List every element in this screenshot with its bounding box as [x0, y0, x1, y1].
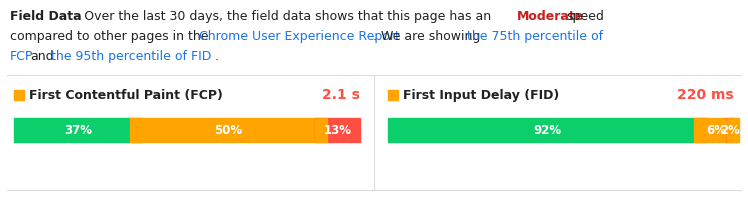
Bar [14, 90, 24, 100]
FancyBboxPatch shape [14, 118, 142, 142]
Bar [315, 118, 327, 142]
Text: FCP: FCP [10, 50, 34, 63]
Text: First Contentful Paint (FCP): First Contentful Paint (FCP) [29, 88, 223, 102]
Text: the 95th percentile of FID: the 95th percentile of FID [51, 50, 212, 63]
Bar [388, 90, 398, 100]
Text: 2.1 s: 2.1 s [322, 88, 360, 102]
Text: Chrome User Experience Report: Chrome User Experience Report [199, 30, 400, 43]
Text: compared to other pages in the: compared to other pages in the [10, 30, 209, 43]
Text: 13%: 13% [323, 123, 352, 136]
Bar [706, 118, 727, 142]
FancyBboxPatch shape [722, 118, 739, 142]
Text: the 75th percentile of: the 75th percentile of [467, 30, 603, 43]
Text: . We are showing: . We are showing [373, 30, 480, 43]
Bar [727, 118, 739, 142]
Text: 220 ms: 220 ms [678, 88, 734, 102]
Bar [388, 118, 706, 142]
Bar [142, 118, 315, 142]
Text: Moderate: Moderate [517, 10, 584, 23]
Text: First Input Delay (FID): First Input Delay (FID) [403, 88, 560, 102]
Bar [14, 118, 142, 142]
Text: Field Data: Field Data [10, 10, 82, 23]
FancyBboxPatch shape [388, 118, 706, 142]
Text: 37%: 37% [64, 123, 92, 136]
Text: .: . [215, 50, 219, 63]
Text: 50%: 50% [215, 123, 242, 136]
Text: speed: speed [566, 10, 604, 23]
Bar [694, 118, 706, 142]
Bar [130, 118, 142, 142]
Text: 2%: 2% [720, 123, 741, 136]
Text: 92%: 92% [533, 123, 561, 136]
FancyBboxPatch shape [315, 118, 360, 142]
Text: – Over the last 30 days, the field data shows that this page has an: – Over the last 30 days, the field data … [74, 10, 491, 23]
Bar [727, 118, 734, 142]
Text: 6%: 6% [707, 123, 727, 136]
Text: and: and [30, 50, 54, 63]
Bar [315, 118, 360, 142]
